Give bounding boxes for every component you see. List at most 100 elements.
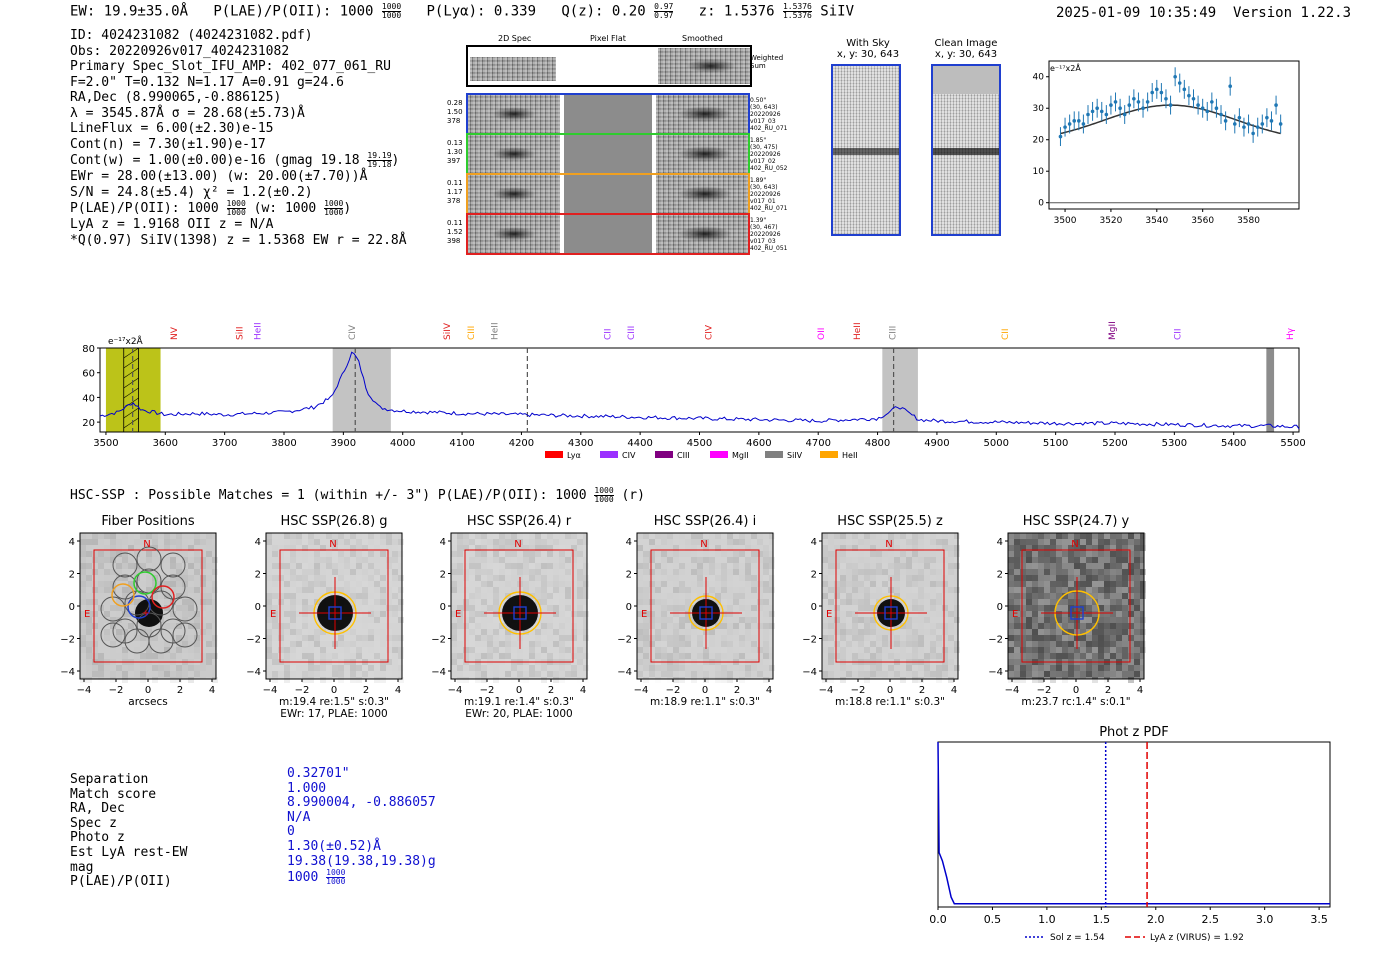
hsc-pixel xyxy=(828,623,834,629)
hsc-pixel xyxy=(296,647,302,653)
hsc-ytick-label: 2 xyxy=(626,570,632,581)
hsc-pixel xyxy=(936,563,942,569)
hsc-pixel xyxy=(308,617,314,623)
hsc-pixel xyxy=(565,647,571,653)
hsc-pixel xyxy=(86,671,92,677)
hsc-pixel xyxy=(266,551,272,557)
hsc-pixel xyxy=(463,611,469,617)
hsc-pixel xyxy=(643,587,649,593)
hsc-pixel xyxy=(499,653,505,659)
hsc-pixel xyxy=(146,575,152,581)
hsc-pixel xyxy=(182,617,188,623)
hsc-pixel xyxy=(451,593,457,599)
hsc-pixel xyxy=(380,545,386,551)
hsc-pixel xyxy=(763,629,769,635)
hsc-pixel xyxy=(1086,569,1092,575)
hsc-pixel xyxy=(577,623,583,629)
hsc-pixel xyxy=(481,545,487,551)
hsc-pixel xyxy=(1062,545,1068,551)
hsc-pixel xyxy=(571,623,577,629)
hsc-aperture-box xyxy=(835,549,945,663)
hsc-pixel xyxy=(637,665,643,671)
hsc-pixel xyxy=(834,611,840,617)
hsc-pixel xyxy=(194,545,200,551)
hsc-pixel xyxy=(146,581,152,587)
hsc-pixel xyxy=(362,569,368,575)
hsc-pixel xyxy=(709,581,715,587)
hsc-pixel xyxy=(667,635,673,641)
hsc-pixel xyxy=(1098,611,1104,617)
hsc-panel-title: Fiber Positions xyxy=(101,514,194,529)
hsc-pixel xyxy=(715,599,721,605)
hsc-pixel xyxy=(715,545,721,551)
hsc-pixel xyxy=(1140,653,1146,659)
match-label: Match score xyxy=(70,786,157,802)
hsc-pixel xyxy=(1134,551,1140,557)
hsc-pixel xyxy=(308,599,314,605)
hsc-ytick-label: 2 xyxy=(811,570,817,581)
hsc-xtick-label: 2 xyxy=(734,685,740,696)
hsc-pixel xyxy=(1056,665,1062,671)
hsc-pixel xyxy=(92,575,98,581)
hsc-pixel xyxy=(924,647,930,653)
hsc-pixel xyxy=(487,533,493,539)
hsc-pixel xyxy=(356,671,362,677)
hsc-pixel xyxy=(1026,617,1032,623)
hsc-pixel xyxy=(535,533,541,539)
hsc-pixel xyxy=(158,539,164,545)
hsc-pixel xyxy=(882,641,888,647)
hsc-pixel xyxy=(86,653,92,659)
hsc-pixel xyxy=(398,557,404,563)
hsc-pixel xyxy=(290,665,296,671)
hsc-pixel xyxy=(942,665,948,671)
hsc-pixel xyxy=(1122,677,1128,683)
hsc-pixel xyxy=(637,539,643,545)
hsc-pixel xyxy=(739,533,745,539)
hsc-pixel xyxy=(846,677,852,683)
hsc-pixel xyxy=(1038,611,1044,617)
zoom-data-point xyxy=(1109,103,1113,107)
hsc-pixel xyxy=(451,533,457,539)
hsc-pixel xyxy=(918,545,924,551)
hsc-pixel xyxy=(505,587,511,593)
hsc-pixel xyxy=(541,671,547,677)
hsc-pixel xyxy=(685,671,691,677)
hsc-pixel xyxy=(763,635,769,641)
hsc-pixel xyxy=(398,629,404,635)
hsc-pixel xyxy=(523,539,529,545)
hsc-pixel xyxy=(565,665,571,671)
hsc-pixel xyxy=(356,605,362,611)
hsc-pixel xyxy=(1068,641,1074,647)
spec-line-label: MgII xyxy=(1108,321,1118,340)
hsc-pixel xyxy=(1008,599,1014,605)
hsc-pixel xyxy=(565,599,571,605)
hsc-pixel xyxy=(188,551,194,557)
zoom-xtick-label: 3540 xyxy=(1145,216,1168,226)
hsc-pixel xyxy=(505,551,511,557)
hsc-pixel xyxy=(266,587,272,593)
hsc-pixel xyxy=(1044,563,1050,569)
hsc-pixel xyxy=(649,617,655,623)
hsc-pixel xyxy=(1086,563,1092,569)
hsc-pixel xyxy=(751,677,757,683)
hsc-pixel xyxy=(92,635,98,641)
zoom-data-point xyxy=(1214,106,1219,111)
hsc-pixel xyxy=(104,539,110,545)
hsc-pixel xyxy=(535,641,541,647)
hsc-pixel xyxy=(463,641,469,647)
hsc-pixel xyxy=(697,533,703,539)
hsc-pixel xyxy=(475,569,481,575)
hsc-pixel xyxy=(110,539,116,545)
hsc-pixel xyxy=(709,653,715,659)
hsc-pixel xyxy=(1056,671,1062,677)
zoom-data-point xyxy=(1150,90,1155,95)
hsc-pixel xyxy=(547,671,553,677)
hsc-pixel xyxy=(182,677,188,683)
hsc-pixel xyxy=(565,575,571,581)
hsc-pixel xyxy=(924,581,930,587)
hsc-pixel xyxy=(469,533,475,539)
hsc-pixel xyxy=(906,581,912,587)
hsc-pixel xyxy=(290,671,296,677)
